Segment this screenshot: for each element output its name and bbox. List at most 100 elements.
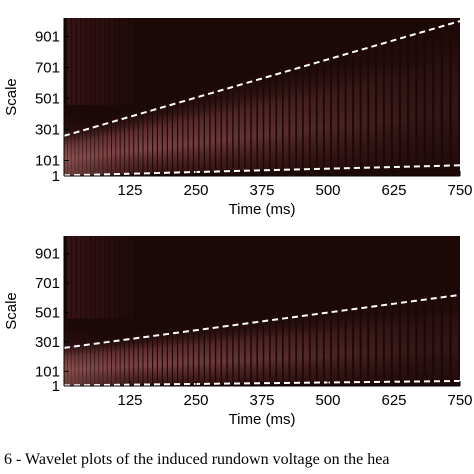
x-tick-label: 625: [381, 392, 406, 409]
x-tick-label: 125: [117, 392, 142, 409]
x-axis-title: Time (ms): [229, 201, 296, 218]
x-tick-label: 125: [117, 182, 142, 199]
x-axis-title: Time (ms): [229, 411, 296, 428]
texture-stripe: [109, 18, 114, 105]
oscillation-ridge: [199, 89, 204, 172]
oscillation-ridge: [354, 302, 360, 383]
oscillation-ridge: [251, 316, 257, 384]
oscillation-ridge: [296, 61, 303, 170]
texture-stripe: [76, 18, 81, 105]
oscillation-ridge: [283, 312, 289, 383]
oscillation-ridge: [270, 314, 276, 384]
oscillation-ridge: [233, 318, 239, 384]
oscillation-ridge: [277, 313, 282, 384]
texture-stripe: [95, 18, 100, 105]
energy-hotspot: [64, 305, 193, 386]
texture-stripe: [90, 18, 95, 105]
x-tick-label: 250: [183, 392, 208, 409]
oscillation-ridge: [400, 296, 407, 382]
oscillation-ridge: [303, 309, 309, 383]
y-tick-label: 701: [35, 275, 60, 292]
oscillation-ridge: [204, 88, 210, 172]
y-tick-label: 901: [35, 246, 60, 263]
texture-stripe: [119, 236, 124, 319]
lower-boundary-line: [64, 164, 460, 176]
oscillation-ridge: [194, 91, 199, 173]
texture-stripe: [81, 18, 86, 105]
texture-stripe: [119, 18, 124, 105]
texture-stripe: [95, 236, 100, 319]
oscillation-ridge: [331, 305, 338, 383]
oscillation-ridge: [296, 310, 303, 383]
oscillation-ridge: [392, 297, 399, 382]
oscillation-ridge: [369, 40, 375, 168]
oscillation-ridge: [290, 311, 296, 383]
oscillation-ridge: [303, 59, 309, 170]
oscillation-ridge: [239, 78, 245, 171]
oscillation-ridge: [264, 314, 270, 384]
figure-caption: 6 - Wavelet plots of the induced rundown…: [4, 451, 390, 468]
oscillation-ridge: [264, 70, 270, 171]
oscillation-ridge: [409, 28, 416, 167]
oscillation-ridge: [194, 324, 199, 384]
oscillation-ridge: [199, 323, 204, 384]
heatmap-field: [64, 18, 460, 176]
texture-stripe: [67, 18, 72, 105]
oscillation-ridge: [451, 289, 459, 382]
oscillation-ridge: [210, 86, 215, 172]
oscillation-ridge: [417, 294, 424, 382]
oscillation-ridge: [216, 84, 221, 172]
oscillation-ridge: [183, 94, 188, 173]
oscillation-ridge: [317, 55, 323, 169]
oscillation-ridge: [443, 290, 450, 382]
texture-stripe: [109, 236, 114, 319]
oscillation-ridge: [270, 69, 276, 171]
texture-stripe: [81, 236, 86, 319]
oscillation-ridge: [290, 63, 296, 170]
texture-stripe: [76, 236, 81, 319]
oscillation-ridge: [451, 18, 459, 166]
oscillation-ridge: [257, 315, 263, 384]
oscillation-ridge: [227, 319, 233, 384]
oscillation-ridge: [443, 18, 450, 166]
x-tick-label: 500: [315, 392, 340, 409]
upper-boundary-line: [64, 20, 460, 137]
y-tick-label: 101: [35, 152, 60, 169]
oscillation-ridge: [339, 49, 345, 169]
oscillation-ridge: [339, 304, 345, 383]
oscillation-ridge: [227, 81, 233, 172]
texture-stripe: [124, 236, 129, 319]
y-tick-label: 701: [35, 59, 60, 76]
texture-stripe: [105, 18, 110, 105]
oscillation-ridge: [425, 23, 433, 167]
energy-hotspot: [64, 91, 193, 176]
oscillation-ridge: [245, 76, 251, 171]
oscillation-ridge: [221, 83, 227, 172]
oscillation-ridge: [331, 51, 338, 169]
oscillation-ridge: [251, 74, 257, 171]
x-tick-label: 250: [183, 182, 208, 199]
x-tick-label: 375: [249, 392, 274, 409]
texture-stripe: [124, 18, 129, 105]
x-tick-label: 500: [315, 182, 340, 199]
upper-boundary-line: [64, 293, 460, 349]
oscillation-ridge: [310, 57, 316, 170]
oscillation-ridge: [239, 318, 245, 384]
x-tick-label: 625: [381, 182, 406, 199]
oscillation-ridge: [346, 303, 353, 383]
oscillation-ridge: [245, 317, 251, 384]
oscillation-ridge: [384, 35, 391, 168]
oscillation-ridge: [354, 44, 360, 168]
texture-stripe: [114, 18, 119, 105]
oscillation-ridge: [434, 21, 441, 166]
texture-stripe: [100, 236, 105, 319]
oscillation-ridge: [317, 307, 323, 383]
x-tick-label: 750: [447, 392, 472, 409]
texture-stripe: [86, 18, 91, 105]
oscillation-ridge: [204, 322, 210, 384]
oscillation-ridge: [425, 293, 433, 382]
oscillation-ridge: [210, 322, 215, 384]
texture-stripe: [114, 236, 119, 319]
oscillation-ridge: [188, 92, 193, 173]
